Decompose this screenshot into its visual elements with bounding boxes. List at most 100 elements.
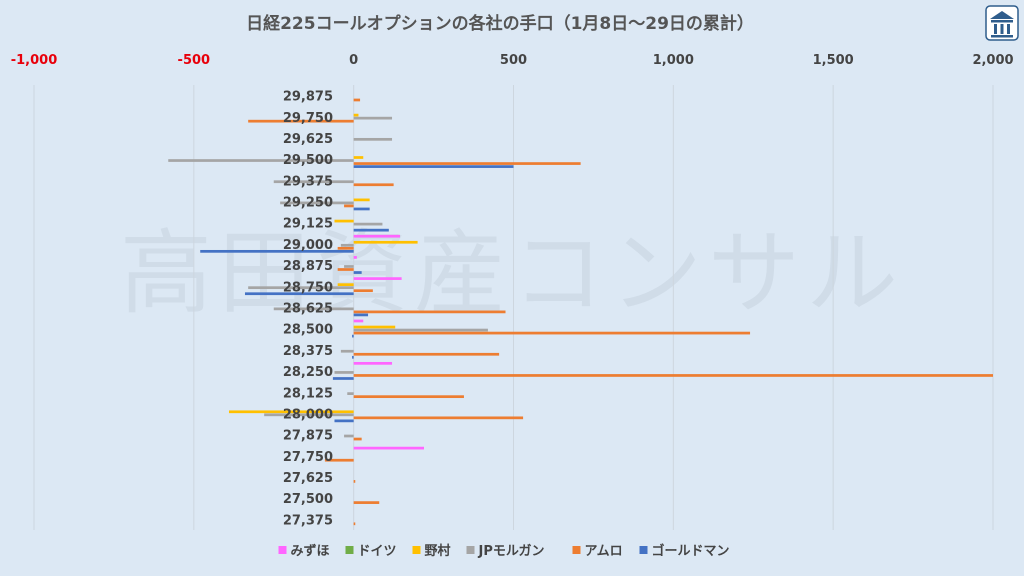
legend-swatch xyxy=(278,546,287,554)
y-tick-label: 28,125 xyxy=(283,386,333,401)
x-tick-label: 1,500 xyxy=(813,53,854,68)
legend-swatch xyxy=(345,546,354,554)
y-tick-label: 29,125 xyxy=(283,217,333,232)
bar xyxy=(168,159,354,162)
y-tick-label: 27,375 xyxy=(283,513,333,528)
bar xyxy=(353,222,383,226)
bar xyxy=(334,419,354,423)
legend-label: ゴールドマン xyxy=(652,543,730,559)
bar xyxy=(334,219,354,223)
y-tick-label: 29,750 xyxy=(283,111,333,126)
bar xyxy=(337,246,354,250)
bar xyxy=(353,416,524,420)
bar xyxy=(353,446,424,450)
bar xyxy=(353,277,402,280)
y-tick-label: 28,750 xyxy=(283,280,333,295)
bar xyxy=(344,265,354,268)
x-tick-label: 500 xyxy=(500,53,527,68)
bar xyxy=(353,162,581,165)
y-axis-ticks: 29,875 29,750 29,625 29,500 29,375 29,250 29,1… xyxy=(283,90,333,529)
bar xyxy=(353,313,369,317)
bar xyxy=(353,116,393,120)
legend-label: JPモルガン xyxy=(478,544,545,559)
bar xyxy=(352,355,354,359)
legend-swatch xyxy=(572,546,581,554)
legend-label: ドイツ xyxy=(358,544,397,559)
x-tick-label: -1,000 xyxy=(11,53,58,68)
bar xyxy=(353,228,389,232)
legend-swatch xyxy=(412,546,421,554)
legend-label: 野村 xyxy=(425,543,451,559)
bar xyxy=(334,371,354,374)
y-tick-label: 28,375 xyxy=(283,344,333,359)
y-tick-label: 27,625 xyxy=(283,471,333,486)
bar xyxy=(353,234,401,238)
bar xyxy=(353,240,418,244)
bar xyxy=(353,256,357,259)
bar xyxy=(353,325,396,329)
bar xyxy=(353,310,506,314)
bar xyxy=(340,243,354,247)
chart-title: 日経225コールオプションの各社の手口（1月8日～29日の累計） xyxy=(246,13,754,34)
x-axis-ticks: -1,000 -500 0 500 1,000 1,500 2,000 xyxy=(11,53,1014,68)
watermark-text: 高田資産コンサル xyxy=(120,220,904,327)
bar xyxy=(248,119,354,123)
bar xyxy=(353,501,380,504)
bar xyxy=(353,137,393,141)
bar xyxy=(353,198,370,202)
bar xyxy=(340,349,354,353)
bar xyxy=(353,156,364,159)
bar xyxy=(353,437,362,441)
bar xyxy=(353,165,514,168)
bar xyxy=(353,352,500,356)
building-logo-icon xyxy=(985,5,1019,41)
legend-label: アムロ xyxy=(585,544,623,559)
bars xyxy=(168,98,994,526)
bar xyxy=(353,480,356,483)
x-tick-label: -500 xyxy=(178,53,211,68)
bar xyxy=(353,271,362,274)
legend-swatch xyxy=(466,546,475,554)
bar xyxy=(344,434,354,438)
bar xyxy=(353,98,361,102)
y-tick-label: 29,875 xyxy=(283,90,333,105)
bar xyxy=(280,201,354,205)
y-tick-label: 28,875 xyxy=(283,259,333,274)
bar xyxy=(200,249,354,253)
y-tick-label: 29,625 xyxy=(283,132,333,147)
bar xyxy=(344,204,354,208)
bar xyxy=(324,458,354,462)
y-tick-label: 28,000 xyxy=(283,407,333,422)
bar xyxy=(248,286,354,290)
bar xyxy=(353,183,394,187)
bar xyxy=(353,319,364,323)
bar xyxy=(228,410,354,414)
bar xyxy=(332,377,354,380)
y-tick-label: 28,625 xyxy=(283,302,333,317)
bar xyxy=(353,331,751,335)
bar xyxy=(337,283,354,287)
bar xyxy=(353,395,464,399)
bar xyxy=(353,328,488,332)
y-tick-label: 27,500 xyxy=(283,492,333,507)
y-tick-label: 27,750 xyxy=(283,450,333,465)
bar xyxy=(273,180,354,184)
y-tick-label: 28,500 xyxy=(283,323,333,338)
bar xyxy=(353,207,370,211)
x-tick-label: 0 xyxy=(349,53,358,68)
bar xyxy=(353,361,393,365)
y-tick-label: 29,000 xyxy=(283,238,333,253)
bar xyxy=(264,413,354,417)
y-tick-label: 28,250 xyxy=(283,365,333,380)
y-tick-label: 29,375 xyxy=(283,174,333,189)
bar xyxy=(244,292,354,296)
legend: みずほ ドイツ 野村 JPモルガン アムロ ゴールドマン xyxy=(278,543,730,559)
bar xyxy=(352,334,354,338)
x-tick-label: 2,000 xyxy=(972,53,1013,68)
legend-label: みずほ xyxy=(291,543,330,559)
x-tick-label: 1,000 xyxy=(653,53,694,68)
legend-swatch xyxy=(639,546,648,554)
bar xyxy=(347,392,354,395)
y-tick-label: 29,500 xyxy=(283,153,333,168)
